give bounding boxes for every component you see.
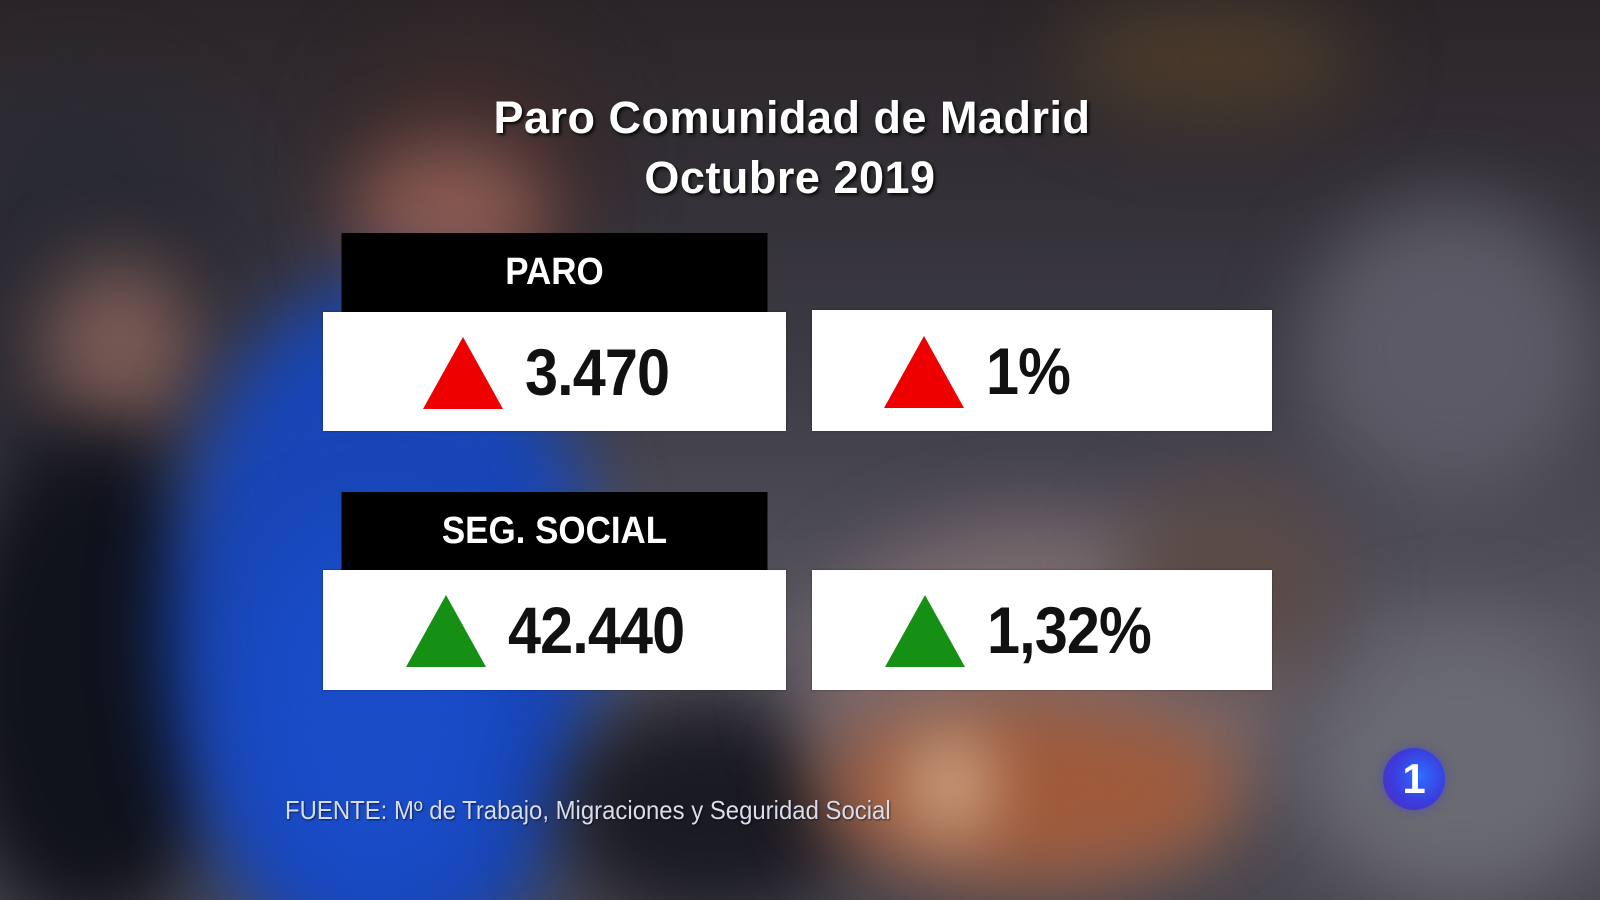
seg-social-absolute-value: 42.440 [507,593,685,667]
red-up-triangle-icon [884,335,965,408]
paro-percent-value: 1% [986,333,1071,408]
paro-percent-panel: 1% [812,310,1272,431]
green-up-triangle-icon [884,595,965,667]
seg-social-label: SEG. SOCIAL [441,509,668,552]
red-up-triangle-icon [423,336,504,409]
channel-number: 1 [1402,755,1426,802]
paro-header: PARO [341,233,768,312]
seg-social-percent-panel: 1,32% [812,570,1272,690]
paro-absolute-value: 3.470 [525,334,670,409]
paro-absolute-panel: 3.470 [323,312,786,431]
green-up-triangle-icon [405,595,486,667]
tve-la1-channel-logo: 1 [1383,748,1445,810]
seg-social-header: SEG. SOCIAL [341,492,768,570]
source-footnote: FUENTE: Mº de Trabajo, Migraciones y Seg… [285,795,891,825]
paro-label: PARO [505,251,604,293]
chart-subtitle-date: Octubre 2019 [644,152,936,203]
chart-title: Paro Comunidad de Madrid [493,92,1091,143]
seg-social-absolute-panel: 42.440 [323,570,786,690]
seg-social-percent-value: 1,32% [986,593,1152,667]
